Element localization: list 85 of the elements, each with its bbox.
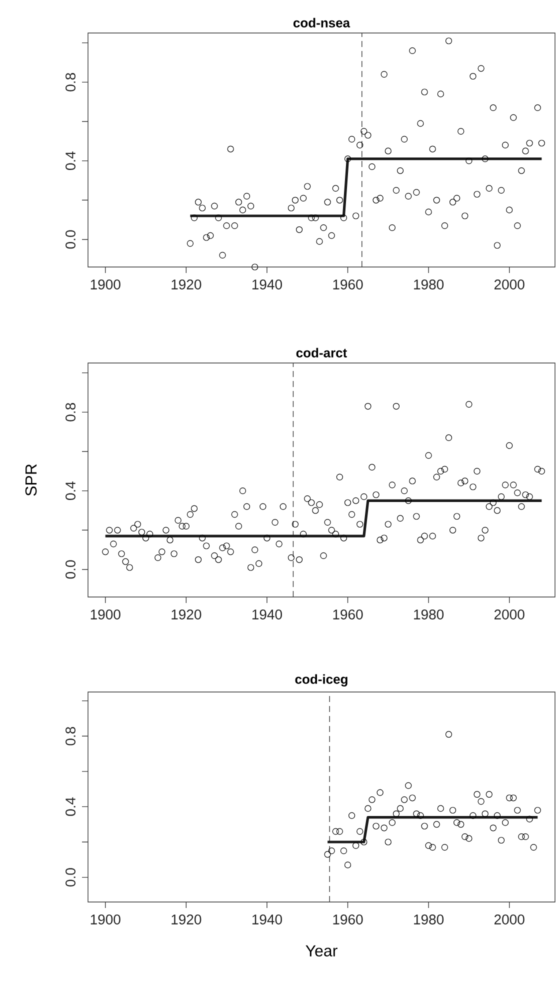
point (360, 838, 368, 846)
point (441, 844, 448, 851)
point (348, 812, 356, 819)
point (510, 794, 517, 802)
point (478, 798, 484, 805)
point (384, 838, 392, 846)
x-tick-label: 1960 (333, 280, 363, 290)
point (405, 782, 412, 789)
point (482, 810, 488, 818)
point (474, 791, 480, 798)
x-tick-label: 1940 (252, 914, 282, 924)
x-tick-label: 1980 (414, 914, 444, 924)
y-tick-label: 0.8 (66, 726, 76, 746)
x-axis-title: Year (306, 945, 338, 956)
point (494, 812, 501, 819)
x-tick-label: 1900 (90, 610, 120, 620)
point (470, 812, 476, 819)
point (429, 844, 436, 851)
x-tick-label: 1940 (252, 280, 282, 290)
point (372, 822, 380, 830)
point (417, 812, 424, 819)
x-tick-label: 2000 (494, 914, 524, 924)
point (449, 806, 456, 814)
x-tick-label: 1980 (414, 280, 444, 290)
point (522, 833, 529, 840)
point (486, 791, 492, 798)
chart-title: cod-nsea (293, 18, 350, 28)
point (380, 824, 388, 832)
x-tick-label: 2000 (494, 610, 524, 620)
point (328, 848, 335, 854)
point (368, 796, 376, 803)
point (336, 828, 343, 835)
point (332, 828, 339, 835)
point (364, 805, 372, 812)
y-tick-label: 0.8 (66, 73, 76, 92)
point (356, 828, 364, 835)
y-tick-label: 0.4 (66, 152, 76, 170)
point (466, 835, 472, 842)
point (502, 819, 509, 826)
point (392, 810, 400, 818)
x-tick-label: 1920 (172, 610, 202, 620)
y-tick-label: 0.4 (66, 482, 76, 500)
point (437, 805, 444, 812)
y-tick-label: 0.8 (66, 403, 76, 422)
point (534, 806, 541, 814)
point (445, 731, 452, 738)
chart-title: cod-iceg (295, 674, 348, 686)
point (526, 816, 533, 822)
y-tick-label: 0.4 (66, 797, 76, 816)
point (498, 836, 505, 844)
x-tick-label: 1960 (333, 610, 363, 620)
x-tick-label: 2000 (494, 280, 524, 290)
chart-title: cod-arct (296, 348, 347, 358)
x-tick-label: 1920 (172, 914, 202, 924)
point (324, 851, 331, 858)
point (401, 796, 408, 803)
point (454, 819, 460, 826)
y-axis-title: SPR (25, 464, 37, 496)
point (409, 794, 416, 802)
point (344, 862, 352, 868)
x-tick-label: 1900 (90, 914, 120, 924)
point (458, 821, 464, 828)
point (530, 844, 537, 851)
point (352, 842, 360, 849)
point (506, 794, 513, 802)
x-tick-label: 1920 (172, 280, 202, 290)
point (514, 806, 521, 814)
point (462, 833, 468, 840)
point (518, 833, 525, 840)
x-tick-label: 1900 (90, 280, 120, 290)
point (490, 824, 496, 832)
point (425, 842, 432, 849)
point (413, 810, 420, 818)
x-tick-label: 1960 (333, 914, 363, 924)
y-tick-label: 0.0 (66, 868, 76, 886)
point (396, 805, 404, 812)
point (421, 822, 428, 830)
x-tick-label: 1980 (414, 610, 444, 620)
point (376, 789, 384, 796)
y-tick-label: 0.0 (66, 560, 76, 579)
point (388, 819, 396, 826)
point (340, 848, 348, 854)
y-tick-label: 0.0 (66, 230, 76, 249)
x-tick-label: 1940 (252, 610, 282, 620)
point (433, 821, 440, 828)
